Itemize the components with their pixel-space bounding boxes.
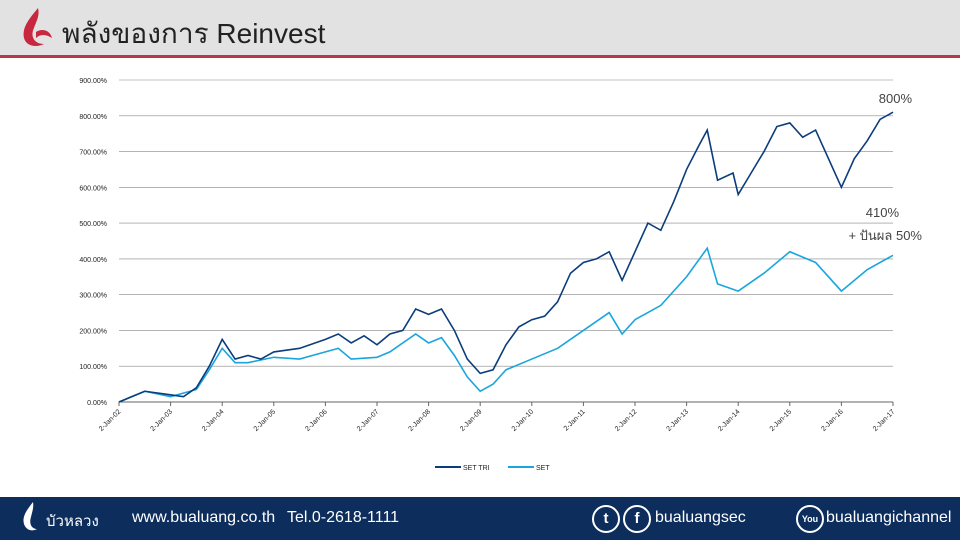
y-tick-label: 600.00% [79, 185, 107, 192]
y-tick-label: 400.00% [79, 257, 107, 264]
x-tick-label: 2-Jan-06 [304, 408, 329, 433]
youtube-channel[interactable]: bualuangichannel [826, 509, 952, 526]
social-handle[interactable]: bualuangsec [655, 509, 746, 526]
line-chart: 0.00% 100.00% 200.00% 300.00% 400.00% 500.00%… [79, 78, 922, 472]
y-tick-label: 200.00% [79, 328, 107, 335]
annotation-set: 410% [866, 205, 900, 220]
bualuang-logo-icon [23, 502, 37, 531]
series-line-set-tri [118, 111, 894, 403]
x-tick-label: 2-Jan-07 [356, 408, 381, 433]
x-tick-label: 2-Jan-16 [820, 408, 845, 433]
x-tick-label: 2-Jan-02 [98, 408, 123, 433]
y-tick-label: 0.00% [87, 400, 107, 407]
bualuang-logo-icon [23, 8, 52, 46]
annotation-dividend: + ปันผล 50% [848, 228, 922, 243]
twitter-icon[interactable]: t [592, 505, 620, 533]
annotation-set-tri: 800% [879, 91, 913, 106]
brand-name: บัวหลวง [46, 513, 99, 530]
x-tick-label: 2-Jan-09 [459, 408, 484, 433]
y-tick-label: 800.00% [79, 114, 107, 121]
x-tick-label: 2-Jan-05 [253, 408, 278, 433]
x-tick-label: 2-Jan-08 [408, 408, 433, 433]
y-tick-label: 700.00% [79, 150, 107, 157]
x-tick-label: 2-Jan-11 [563, 408, 587, 432]
footer-bar: บัวหลวง www.bualuang.co.th Tel.0-2618-11… [0, 497, 960, 540]
x-tick-label: 2-Jan-13 [666, 408, 691, 433]
page-title: พลังของการ Reinvest [62, 18, 326, 49]
x-tick-label: 2-Jan-04 [201, 408, 226, 433]
legend-label: SET [536, 465, 550, 472]
x-tick-label: 2-Jan-17 [872, 408, 897, 433]
youtube-icon[interactable]: You [796, 505, 824, 533]
y-tick-label: 100.00% [79, 364, 107, 371]
header-bar: พลังของการ Reinvest [0, 0, 960, 58]
y-tick-label: 300.00% [79, 293, 107, 300]
x-tick-label: 2-Jan-15 [769, 408, 794, 433]
x-tick-label: 2-Jan-12 [614, 408, 639, 433]
telephone: Tel.0-2618-1111 [287, 509, 400, 526]
x-tick-label: 2-Jan-14 [717, 408, 742, 433]
x-tick-label: 2-Jan-10 [511, 408, 536, 433]
y-tick-label: 900.00% [79, 78, 107, 85]
x-tick-label: 2-Jan-03 [150, 408, 175, 433]
legend-label: SET TRI [463, 465, 490, 472]
website-link[interactable]: www.bualuang.co.th [132, 509, 276, 526]
facebook-icon[interactable]: f [623, 505, 651, 533]
y-tick-label: 500.00% [79, 221, 107, 228]
series-line-set [118, 246, 894, 403]
